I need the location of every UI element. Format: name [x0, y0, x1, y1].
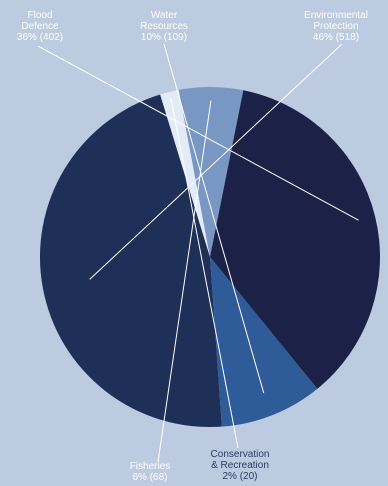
label-water-name-1: Water [150, 10, 178, 21]
label-cons-name-1: Conservation [210, 449, 270, 460]
leader-lines [37, 43, 359, 463]
leader-conservation [170, 98, 239, 449]
label-cons-value: 2% (20) [222, 471, 258, 482]
slice-environmental [39, 94, 222, 428]
label-flood-value: 36% (402) [16, 32, 64, 43]
label-env-name-2: Protection [313, 21, 359, 32]
leader-environmental [89, 43, 343, 280]
label-fish-value: 6% (68) [132, 472, 168, 483]
leader-water [163, 43, 265, 394]
label-fisheries: Fisheries 6% (68) [110, 461, 190, 483]
label-conservation-recreation: Conservation & Recreation 2% (20) [190, 449, 290, 482]
label-fish-name-1: Fisheries [129, 461, 171, 472]
label-cons-name-2: & Recreation [211, 460, 269, 471]
label-env-name-1: Environmental [304, 10, 368, 21]
pie-slices [39, 86, 380, 428]
label-env-value: 46% (518) [312, 32, 360, 43]
leader-flood [37, 45, 359, 221]
leader-fisheries [157, 100, 212, 463]
label-water-resources: Water Resources 10% (109) [124, 10, 204, 43]
slice-fisheries [178, 86, 244, 257]
label-flood-name-2: Defence [21, 21, 59, 32]
label-water-value: 10% (109) [140, 32, 188, 43]
label-environmental-protection: Environmental Protection 46% (518) [286, 10, 386, 43]
slice-flood [210, 90, 380, 389]
label-flood-defence: Flood Defence 36% (402) [0, 10, 80, 43]
label-water-name-2: Resources [140, 21, 188, 32]
label-flood-name-1: Flood [27, 10, 53, 21]
